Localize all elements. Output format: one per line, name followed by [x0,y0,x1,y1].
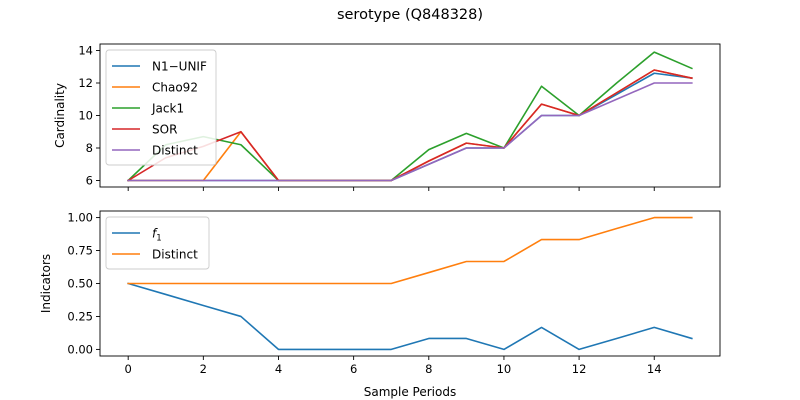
series-line-distinct [127,82,693,182]
y-tick-label: 0.25 [67,309,93,323]
legend-label-jack1: Jack1 [151,102,184,116]
cardinality-subplot: 6 8 10 12 14 Cardinality N1−UNIF Chao92 Jack1 SOR… [53,44,721,191]
legend-label-distinct: Distinct [152,144,198,158]
x-axis-label: Sample Periods [364,385,456,399]
series-line-sor [127,69,693,182]
y-tick-label: 10 [78,109,93,123]
legend-label-f1: f1 [152,227,162,244]
y-tick-label: 8 [86,141,93,155]
legend: N1−UNIF Chao92 Jack1 SOR Distinct [105,49,217,166]
y-axis-label: Indicators [39,254,53,313]
y-tick-label: 0.00 [67,342,93,356]
x-tick-label: 14 [647,362,662,376]
figure-title: serotype (Q848328) [337,7,483,23]
x-tick-label: 10 [497,362,512,376]
x-tick-label: 6 [350,362,357,376]
x-tick-label: 0 [125,362,132,376]
x-tick-label: 12 [572,362,587,376]
y-tick-label: 6 [86,174,93,188]
legend-box [105,216,210,270]
y-tick-label: 14 [78,44,93,58]
legend-label-sor: SOR [152,123,177,137]
legend-label-distinct: Distinct [152,248,198,262]
y-axis-label: Cardinality [53,83,67,148]
legend-box [105,49,217,166]
x-tick-label: 4 [275,362,282,376]
y-tick-label: 0.50 [67,277,93,291]
legend: f1 Distinct [105,216,210,270]
y-tick-label: 12 [78,76,93,90]
series-line-f1 [127,282,693,351]
x-tick-label: 8 [425,362,432,376]
y-tick-label: 0.75 [67,244,93,258]
series-line-distinct [127,216,693,285]
legend-label-n1-unif: N1−UNIF [152,60,207,74]
y-tick-label: 1.00 [67,211,93,225]
indicators-subplot: 0 2 4 6 8 10 12 14 0.00 0.25 0.50 0.75 1.00 Indicator… [39,210,721,376]
series-line-jack1 [127,51,693,182]
x-tick-label: 2 [200,362,207,376]
legend-label-chao92: Chao92 [152,81,198,95]
